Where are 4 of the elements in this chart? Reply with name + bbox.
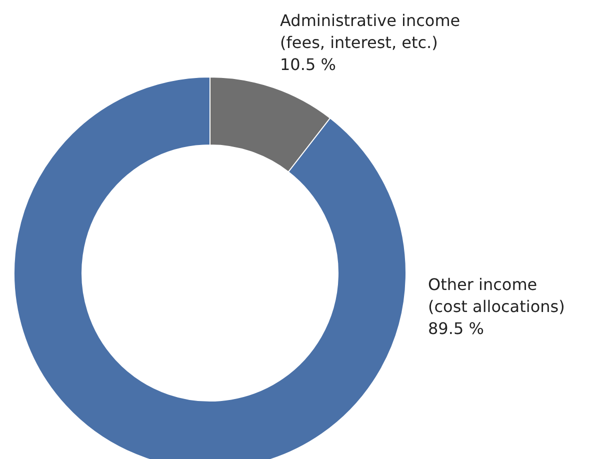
slice-label: Other income (cost allocations) — [428, 274, 565, 318]
data-label: 10.5 % — [280, 54, 337, 76]
slice-label: Administrative income (fees, interest, etc.) — [280, 10, 460, 54]
data-label: 89.5 % — [428, 318, 485, 340]
